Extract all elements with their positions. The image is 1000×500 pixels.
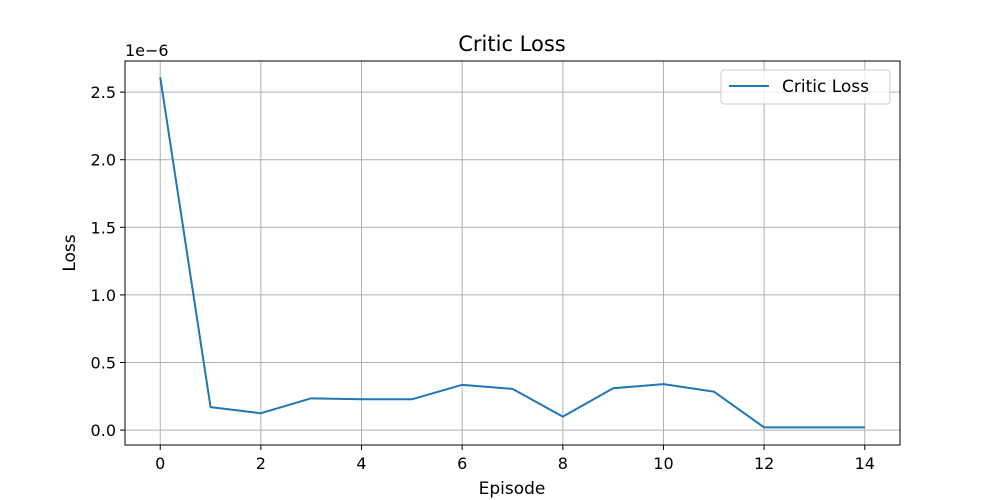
- y-tick-label: 0.0: [91, 421, 116, 440]
- x-tick-label: 10: [653, 454, 673, 473]
- grid: [125, 61, 900, 445]
- x-tick-label: 8: [558, 454, 568, 473]
- y-axis-label: Loss: [60, 234, 80, 271]
- y-tick-label: 2.0: [91, 151, 116, 170]
- x-tick-label: 0: [155, 454, 165, 473]
- y-tick-label: 2.5: [91, 83, 116, 102]
- y-offset-label: 1e−6: [125, 41, 169, 60]
- x-tick-label: 4: [356, 454, 366, 473]
- series-layer: [159, 77, 865, 429]
- legend-label: Critic Loss: [782, 77, 869, 97]
- plot-frame: [124, 60, 901, 446]
- x-tick-label: 12: [754, 454, 774, 473]
- y-tick-label: 0.5: [91, 354, 116, 373]
- legend-box: [720, 69, 891, 105]
- legend: Critic Loss: [720, 69, 891, 105]
- x-tick-label: 14: [855, 454, 875, 473]
- x-axis-label: Episode: [479, 479, 546, 499]
- axis-ticks: 0 2 4 6 8 10 12 14 0.0 0.5 1.0 1.5 2.0 2.5: [91, 83, 875, 473]
- x-tick-label: 2: [256, 454, 266, 473]
- x-tick-label: 6: [457, 454, 467, 473]
- y-tick-label: 1.5: [91, 218, 116, 237]
- critic-loss-line: [159, 77, 865, 429]
- y-tick-label: 1.0: [91, 286, 116, 305]
- chart-title: Critic Loss: [458, 32, 565, 56]
